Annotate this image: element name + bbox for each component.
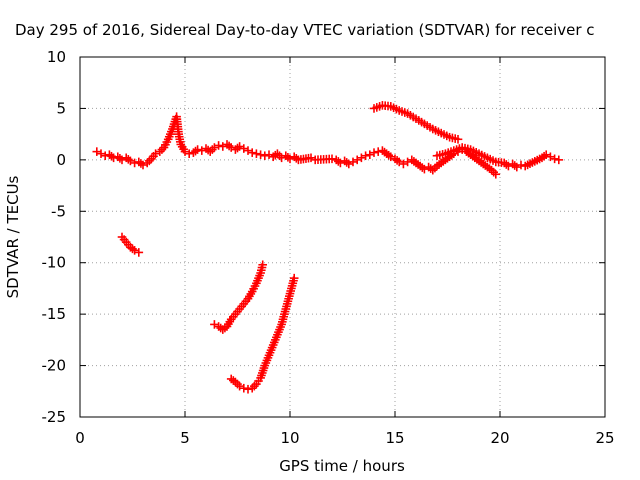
data-point-interp [225,317,235,326]
data-point-interp [220,323,230,333]
data-point-interp [259,363,269,373]
data-point-interp [450,134,460,143]
data-point-interp [257,263,267,272]
data-point-interp [246,289,256,299]
data-point [214,141,223,150]
data-point [550,154,559,164]
data-point-interp [167,127,176,136]
data-point-interp [392,104,401,114]
data-points [92,101,564,394]
data-point-interp [128,244,137,254]
data-point [369,148,379,157]
x-axis-title: GPS time / hours [279,457,405,475]
data-point-interp [471,148,481,157]
data-point-interp [174,127,183,136]
data-point-interp [489,167,499,177]
y-tick-label: -15 [42,305,67,323]
x-tick-label: 20 [490,429,509,447]
data-point-interp [254,376,263,386]
data-point-interp [417,117,426,127]
data-point [184,149,194,158]
data-point [247,148,257,157]
y-axis-title: SDTVAR / TECUs [4,175,22,298]
data-point-interp [208,145,217,154]
data-point [361,151,370,161]
data-point-interp [157,145,167,154]
data-point-interp [434,127,443,137]
data-point-interp [383,101,393,111]
data-point-interp [272,332,281,342]
y-tick-label: 0 [56,151,66,169]
data-point-interp [430,163,440,173]
data-point-interp [488,156,498,165]
y-tick-label: -20 [42,357,67,375]
data-point-interp [400,108,410,117]
data-point-interp [229,312,238,322]
x-tick-label: 5 [180,429,190,447]
data-point-interp [535,154,544,164]
data-point [260,151,270,161]
data-point-interp [442,131,452,141]
data-point-interp [149,151,158,161]
data-point-interp [304,153,313,163]
chart-title: Day 295 of 2016, Sidereal Day-to-day VTE… [15,21,595,39]
x-tick-label: 15 [385,429,404,447]
data-point-interp [237,302,246,311]
data-point-interp [124,155,133,164]
y-tick-label: 10 [47,48,66,66]
data-point-interp [463,144,473,154]
y-tick-label: -10 [42,254,67,272]
data-point-interp [446,147,456,156]
y-tick-labels: 10 5 0 -5 -10 -15 -20 -25 [42,48,67,426]
x-tick-label: 0 [75,429,85,447]
data-point-interp [284,291,294,301]
data-point-interp [224,141,234,151]
y-tick-label: -25 [42,408,67,426]
y-tick-label: 5 [56,99,66,117]
data-point-interp [267,343,277,352]
data-point-interp [233,379,242,389]
data-point-interp [384,150,394,160]
x-tick-labels: 0 5 10 15 20 25 [75,429,614,447]
data-point [256,150,265,160]
axis-ticks [79,56,606,418]
data-point-interp [233,307,242,316]
data-point-interp [241,296,251,306]
grid [80,57,605,417]
data-point-interp [485,164,494,173]
data-point-interp [162,137,172,147]
data-point-interp [291,154,301,163]
data-point-interp [497,158,506,167]
data-point-interp [408,112,418,122]
data-point-interp [229,376,238,385]
data-point-interp [124,240,133,250]
data-point-interp [289,276,298,286]
data-point-interp [179,144,188,154]
data-point-interp [119,235,129,244]
data-point [134,248,144,257]
x-tick-label: 10 [280,429,299,447]
y-tick-label: -5 [51,202,66,220]
data-point [243,384,253,394]
data-point-interp [425,122,435,132]
data-point-interp [250,281,260,291]
data-point [554,155,564,165]
data-point-interp [280,307,290,316]
x-tick-label: 25 [595,429,614,447]
data-point [239,383,249,393]
data-point-interp [324,154,334,164]
data-point-interp [175,137,185,147]
data-point-interp [263,353,273,363]
data-point-interp [276,322,285,332]
plot-frame [79,56,606,418]
data-point [252,149,261,158]
data-point-interp [392,156,402,165]
data-point-interp [255,271,264,280]
data-point-interp [438,150,447,159]
data-point-interp [250,381,259,391]
data-point-interp [145,156,154,166]
data-point-interp [480,152,489,161]
